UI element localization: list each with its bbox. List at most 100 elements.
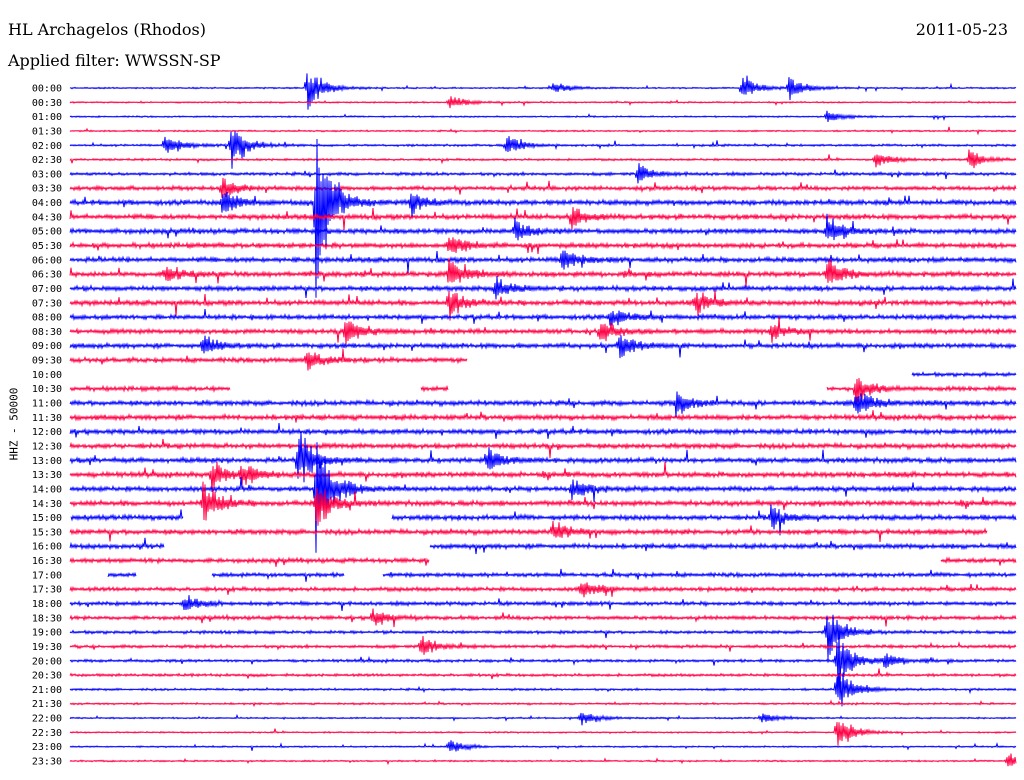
trace-1230 — [69, 438, 1017, 458]
trace-0430 — [69, 207, 1017, 231]
trace-1830 — [69, 608, 1017, 628]
time-tick-label: 23:30 — [32, 757, 62, 768]
trace-1330 — [69, 461, 1017, 493]
trace-0600 — [69, 250, 1017, 274]
trace-1400 — [69, 442, 1017, 553]
time-tick-label: 06:00 — [32, 255, 62, 266]
trace-0500 — [69, 213, 1017, 241]
time-tick-label: 09:00 — [32, 341, 62, 352]
time-tick-label: 16:30 — [32, 556, 62, 567]
time-tick-label: 10:30 — [32, 384, 62, 395]
time-tick-label: 08:00 — [32, 313, 62, 324]
trace-2030 — [69, 668, 1017, 680]
time-tick-label: 04:30 — [32, 212, 62, 223]
trace-0300 — [69, 163, 1017, 184]
trace-0230 — [69, 149, 1017, 169]
time-tick-label: 19:00 — [32, 628, 62, 639]
trace-0930 — [69, 348, 468, 371]
time-tick-label: 13:30 — [32, 470, 62, 481]
trace-0200 — [69, 131, 1017, 169]
filter-label: Applied filter: WWSSN-SP — [8, 51, 221, 70]
trace-1900 — [69, 614, 1017, 660]
time-tick-label: 00:00 — [32, 84, 62, 95]
time-tick-label: 19:30 — [32, 642, 62, 653]
time-tick-label: 21:30 — [32, 699, 62, 710]
time-tick-label: 12:00 — [32, 427, 62, 438]
time-tick-label: 11:30 — [32, 413, 62, 424]
time-tick-label: 06:30 — [32, 270, 62, 281]
trace-2130 — [69, 699, 1017, 708]
trace-0800 — [69, 309, 1017, 326]
time-tick-label: 02:30 — [32, 155, 62, 166]
trace-1030 — [69, 378, 1017, 404]
trace-0100 — [69, 110, 1017, 123]
trace-0000 — [69, 73, 1017, 110]
date-label: 2011-05-23 — [915, 20, 1008, 39]
time-tick-labels: 00:00 00:30 01:00 01:30 02:00 02:30 03:00 03:30… — [32, 84, 62, 768]
time-tick-label: 00:30 — [32, 98, 62, 109]
trace-0730 — [69, 290, 1017, 321]
time-tick-label: 22:00 — [32, 714, 62, 725]
time-tick-label: 07:00 — [32, 284, 62, 295]
trace-1600 — [69, 537, 1017, 555]
time-tick-label: 09:30 — [32, 356, 62, 367]
trace-1630 — [69, 556, 1017, 567]
trace-2230 — [69, 722, 1017, 746]
trace-0030 — [69, 96, 1017, 109]
trace-1300 — [69, 430, 1017, 483]
time-tick-label: 16:00 — [32, 542, 62, 553]
time-tick-label: 23:00 — [32, 742, 62, 753]
time-tick-label: 12:30 — [32, 441, 62, 452]
trace-0530 — [69, 237, 1017, 255]
trace-1000 — [911, 370, 1017, 378]
time-tick-label: 11:00 — [32, 399, 62, 410]
time-tick-label: 14:30 — [32, 499, 62, 510]
trace-1200 — [69, 423, 1017, 439]
station-title: HL Archagelos (Rhodos) — [8, 20, 206, 39]
trace-1100 — [69, 391, 1017, 418]
trace-1130 — [69, 410, 1017, 423]
trace-0700 — [69, 276, 1017, 300]
time-tick-label: 04:00 — [32, 198, 62, 209]
trace-1930 — [69, 635, 1017, 655]
time-tick-label: 14:00 — [32, 484, 62, 495]
time-tick-label: 17:30 — [32, 585, 62, 596]
trace-2100 — [69, 672, 1017, 707]
time-tick-label: 18:30 — [32, 613, 62, 624]
trace-1430 — [69, 481, 1017, 526]
trace-0130 — [69, 126, 1017, 136]
time-tick-label: 03:00 — [32, 169, 62, 180]
trace-0830 — [69, 316, 1017, 345]
trace-2000 — [69, 632, 1017, 692]
trace-0630 — [69, 257, 1017, 287]
time-tick-label: 02:00 — [32, 141, 62, 152]
trace-2330 — [69, 753, 1017, 767]
time-tick-label: 05:30 — [32, 241, 62, 252]
trace-2200 — [69, 712, 1017, 726]
time-tick-label: 13:00 — [32, 456, 62, 467]
trace-1730 — [69, 582, 1017, 598]
time-tick-label: 20:30 — [32, 671, 62, 682]
time-tick-label: 05:00 — [32, 227, 62, 238]
time-tick-label: 17:00 — [32, 570, 62, 581]
time-tick-label: 15:30 — [32, 527, 62, 538]
time-tick-label: 08:30 — [32, 327, 62, 338]
time-tick-label: 07:30 — [32, 298, 62, 309]
trace-1700 — [107, 568, 1017, 582]
trace-1530 — [69, 520, 988, 542]
trace-1500 — [70, 504, 1017, 536]
time-tick-label: 01:00 — [32, 112, 62, 123]
trace-1800 — [69, 595, 1017, 612]
trace-0400 — [69, 138, 1017, 298]
time-tick-label: 10:00 — [32, 370, 62, 381]
time-tick-label: 20:00 — [32, 656, 62, 667]
trace-2300 — [69, 740, 1017, 752]
time-tick-label: 18:00 — [32, 599, 62, 610]
time-tick-label: 01:30 — [32, 126, 62, 137]
time-tick-label: 03:30 — [32, 184, 62, 195]
trace-0330 — [69, 177, 1017, 198]
time-tick-label: 22:30 — [32, 728, 62, 739]
seismic-traces — [69, 73, 1017, 767]
time-tick-label: 21:00 — [32, 685, 62, 696]
